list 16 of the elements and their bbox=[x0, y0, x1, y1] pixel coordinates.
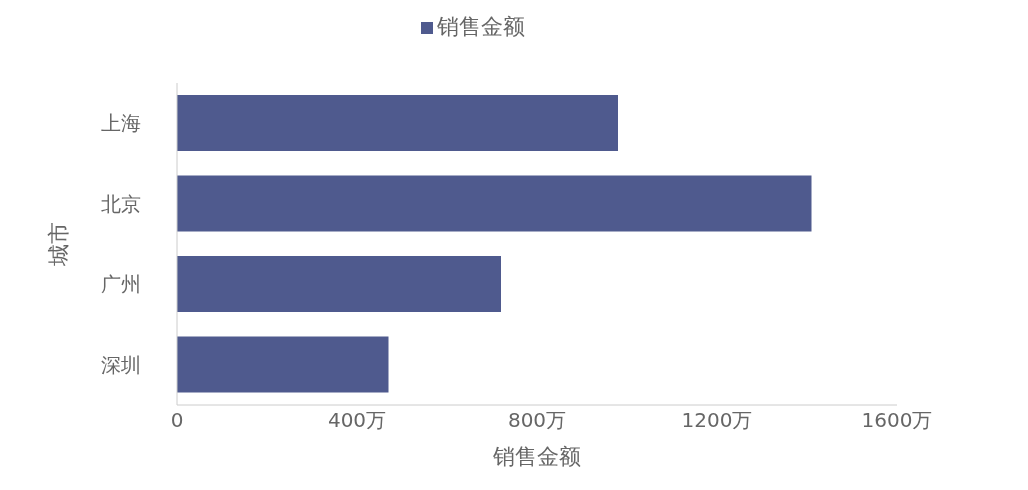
x-axis-title: 销售金额 bbox=[492, 444, 581, 469]
legend-label: 销售金额 bbox=[436, 14, 525, 39]
y-axis-title: 城市 bbox=[45, 222, 71, 267]
y-tick-label: 上海 bbox=[101, 111, 141, 136]
bar bbox=[177, 336, 389, 393]
y-tick-label: 北京 bbox=[101, 191, 141, 216]
x-tick-label: 0 bbox=[170, 408, 184, 433]
x-tick-label: 800万 bbox=[507, 408, 567, 433]
bar bbox=[177, 256, 501, 312]
x-tick-label: 1600万 bbox=[861, 408, 933, 433]
y-tick-label: 广州 bbox=[101, 272, 141, 297]
bar bbox=[177, 95, 618, 151]
x-tick-label: 400万 bbox=[327, 408, 387, 433]
bar bbox=[177, 175, 812, 232]
y-tick-label: 深圳 bbox=[101, 352, 141, 377]
x-tick-label: 1200万 bbox=[681, 408, 753, 433]
